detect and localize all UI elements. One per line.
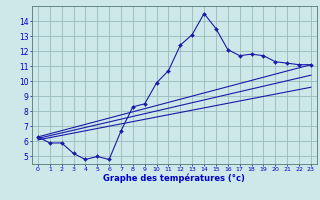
X-axis label: Graphe des températures (°c): Graphe des températures (°c) (103, 174, 245, 183)
